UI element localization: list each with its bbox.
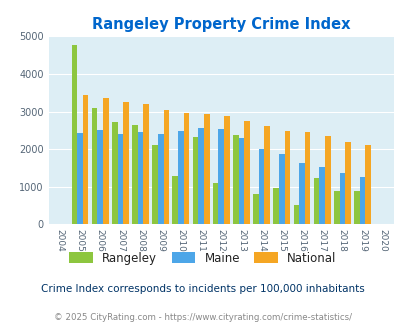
Bar bbox=[198, 128, 203, 224]
Bar bbox=[83, 95, 88, 224]
Bar bbox=[77, 133, 83, 224]
Bar bbox=[319, 167, 324, 224]
Bar bbox=[333, 191, 339, 224]
Legend: Rangeley, Maine, National: Rangeley, Maine, National bbox=[64, 247, 341, 269]
Bar bbox=[344, 142, 350, 224]
Bar bbox=[117, 134, 123, 224]
Text: © 2025 CityRating.com - https://www.cityrating.com/crime-statistics/: © 2025 CityRating.com - https://www.city… bbox=[54, 313, 351, 322]
Bar bbox=[203, 114, 209, 224]
Bar bbox=[152, 146, 158, 224]
Bar bbox=[278, 154, 284, 224]
Bar bbox=[284, 131, 290, 224]
Bar bbox=[232, 135, 238, 224]
Bar bbox=[163, 110, 169, 224]
Bar bbox=[264, 126, 269, 224]
Title: Rangeley Property Crime Index: Rangeley Property Crime Index bbox=[92, 17, 350, 32]
Bar bbox=[298, 163, 304, 224]
Bar bbox=[324, 136, 330, 224]
Bar bbox=[339, 173, 344, 224]
Bar bbox=[178, 131, 183, 224]
Bar bbox=[137, 132, 143, 224]
Bar bbox=[212, 183, 218, 224]
Bar bbox=[273, 188, 278, 224]
Bar bbox=[359, 177, 364, 224]
Bar bbox=[123, 102, 128, 224]
Bar bbox=[364, 145, 370, 224]
Bar bbox=[112, 122, 117, 224]
Bar bbox=[97, 130, 103, 224]
Bar bbox=[192, 137, 198, 224]
Bar bbox=[183, 114, 189, 224]
Bar bbox=[218, 129, 224, 224]
Bar bbox=[293, 205, 298, 224]
Bar bbox=[143, 104, 149, 224]
Bar bbox=[258, 149, 264, 224]
Bar bbox=[253, 194, 258, 224]
Bar bbox=[92, 108, 97, 224]
Bar bbox=[224, 116, 229, 224]
Bar bbox=[313, 178, 319, 224]
Text: Crime Index corresponds to incidents per 100,000 inhabitants: Crime Index corresponds to incidents per… bbox=[41, 284, 364, 294]
Bar bbox=[304, 132, 310, 224]
Bar bbox=[238, 138, 244, 224]
Bar bbox=[158, 134, 163, 224]
Bar bbox=[172, 176, 178, 224]
Bar bbox=[244, 121, 249, 224]
Bar bbox=[103, 98, 109, 224]
Bar bbox=[132, 125, 137, 224]
Bar bbox=[353, 191, 359, 224]
Bar bbox=[71, 45, 77, 224]
